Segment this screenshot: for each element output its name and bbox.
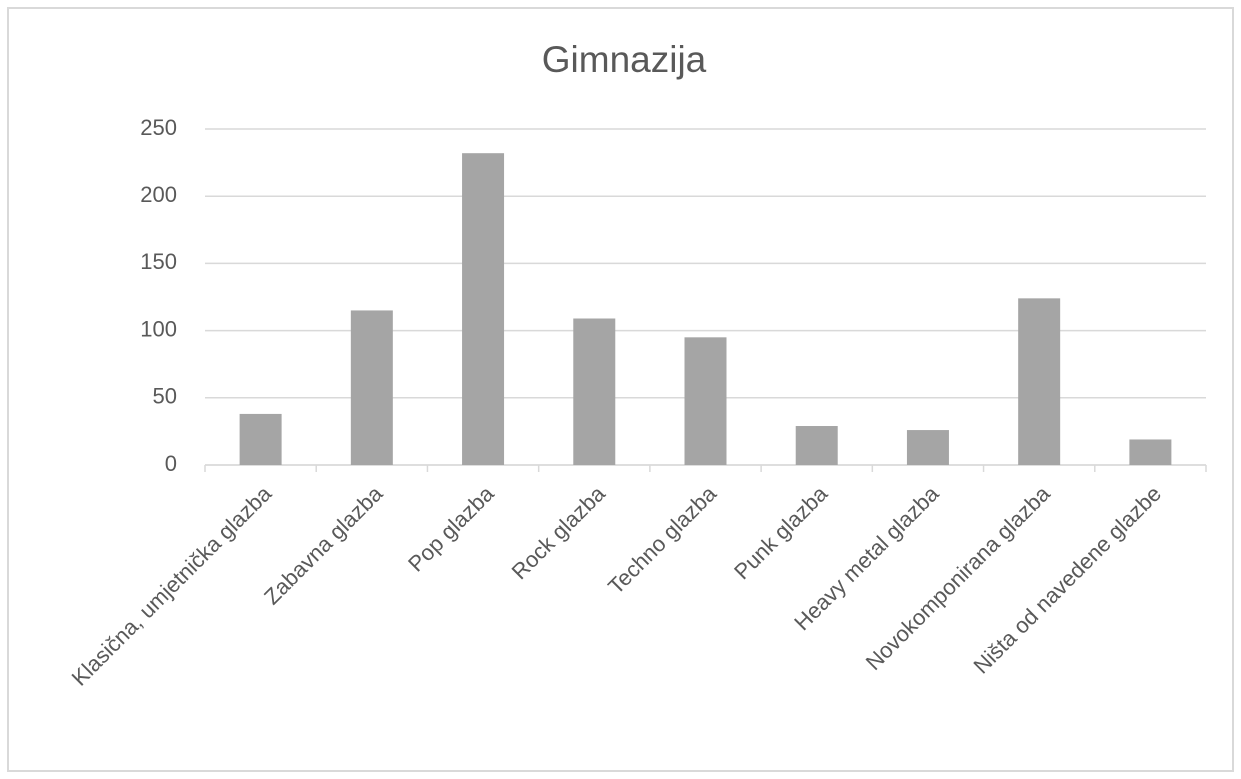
bar <box>1129 439 1172 465</box>
bar <box>350 310 393 465</box>
bar <box>1018 298 1061 465</box>
bar <box>795 426 838 465</box>
y-tick-label: 200 <box>140 182 177 207</box>
y-tick-label: 50 <box>153 384 177 409</box>
y-tick-label: 100 <box>140 316 177 341</box>
y-tick-label: 150 <box>140 249 177 274</box>
chart-title: Gimnazija <box>542 39 707 80</box>
bar <box>573 318 616 465</box>
bar <box>684 337 727 465</box>
bar <box>462 153 505 465</box>
y-tick-label: 250 <box>140 115 177 140</box>
bar <box>239 413 282 465</box>
bar <box>906 430 949 465</box>
y-tick-label: 0 <box>165 451 177 476</box>
